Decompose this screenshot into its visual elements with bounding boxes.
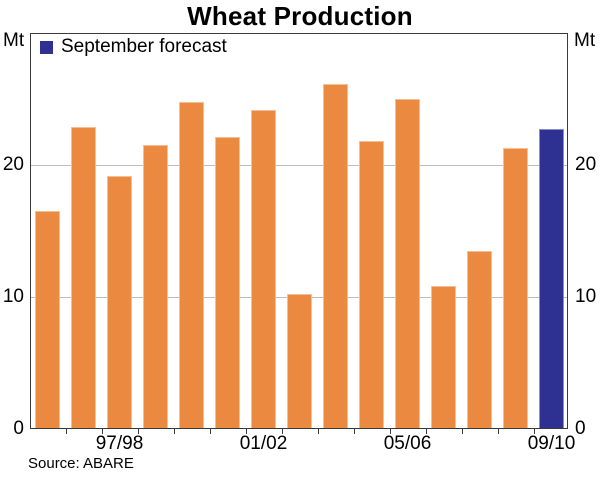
forecast-bar-09/10 — [539, 129, 564, 429]
y-tick-label-right-10: 10 — [575, 286, 597, 307]
bar-07/08 — [467, 250, 492, 429]
x-tick-label-05-06: 05/06 — [383, 433, 432, 454]
x-axis-tick — [245, 429, 247, 434]
x-axis-tick — [461, 429, 463, 434]
x-axis-tick — [101, 429, 103, 434]
plot-area — [30, 33, 568, 434]
y-axis-unit-right: Mt — [574, 30, 596, 51]
y-tick-label-right-20: 20 — [575, 154, 597, 175]
bar-00/01 — [215, 137, 240, 429]
legend: September forecast — [40, 36, 227, 58]
y-tick-label-left-0: 0 — [13, 418, 24, 439]
y-tick-label-left-20: 20 — [2, 154, 24, 175]
bar-02/03 — [287, 294, 312, 429]
y-tick-label-left-10: 10 — [2, 286, 24, 307]
september-forecast-swatch-icon — [40, 40, 53, 54]
x-axis-tick — [533, 429, 535, 434]
x-axis-tick — [317, 429, 319, 434]
chart-title: Wheat Production — [187, 1, 413, 31]
bar-05/06 — [395, 99, 420, 429]
bar-06/07 — [431, 286, 456, 429]
bar-01/02 — [251, 109, 276, 429]
y-axis-unit-left: Mt — [3, 30, 25, 51]
x-axis-tick — [65, 429, 67, 434]
bar-98/99 — [143, 145, 168, 429]
bar-99/00 — [179, 101, 204, 429]
x-axis-tick — [389, 429, 391, 434]
bar-08/09 — [503, 147, 528, 429]
x-axis-tick — [425, 429, 427, 434]
bar-97/98 — [107, 175, 132, 429]
x-axis-tick — [173, 429, 175, 434]
x-axis-tick — [137, 429, 139, 434]
legend-label: September forecast — [61, 36, 227, 57]
source-note: Source: ABARE — [28, 455, 134, 472]
x-tick-label-01-02: 01/02 — [239, 433, 288, 454]
bar-04/05 — [359, 141, 384, 429]
gridline-20 — [31, 165, 567, 166]
bar-96/97 — [71, 126, 96, 429]
y-tick-label-right-0: 0 — [575, 418, 586, 439]
x-tick-label-97-98: 97/98 — [95, 433, 144, 454]
x-axis-tick — [353, 429, 355, 434]
x-tick-label-09-10: 09/10 — [527, 433, 576, 454]
x-axis-tick — [209, 429, 211, 434]
x-axis-tick — [281, 429, 283, 434]
bar-95/96 — [35, 211, 60, 429]
bar-03/04 — [323, 84, 348, 429]
x-axis-tick — [497, 429, 499, 434]
